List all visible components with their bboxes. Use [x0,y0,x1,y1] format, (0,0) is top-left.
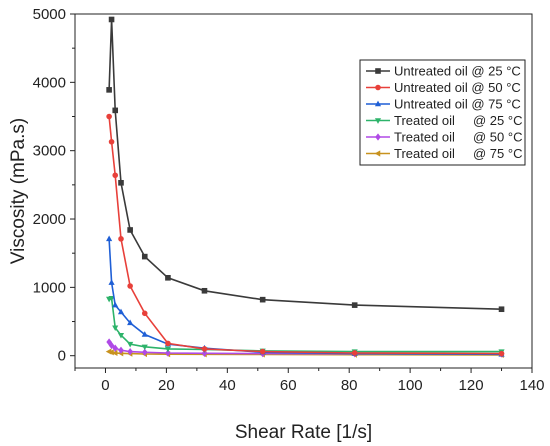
x-tick-label: 120 [459,377,484,394]
data-point [165,340,171,347]
y-tick-label: 1000 [33,279,66,296]
series-line [108,238,502,356]
data-point [108,279,115,285]
legend-label: Treated oil @ 25 °C [394,113,522,128]
x-tick-label: 20 [158,377,175,394]
data-point [374,150,381,157]
data-point [201,287,208,294]
legend-box [359,59,526,166]
legend-label: Untreated oil @ 25 °C [394,64,521,79]
data-point [375,68,381,74]
y-tick-label: 3000 [33,143,66,160]
y-tick-label: 4000 [33,74,66,91]
data-point [127,227,133,233]
plot-frame [74,13,533,369]
x-axis-title: Shear Rate [1/s] [235,422,372,443]
data-point [259,296,266,303]
legend-item: Untreated oil @ 50 °C [366,80,521,95]
data-point [127,341,134,348]
data-point [127,319,134,326]
data-point [375,84,381,91]
series-3 [106,235,505,357]
data-point [112,107,119,114]
data-point [201,349,208,357]
series-layer [105,16,505,358]
data-point [201,346,208,352]
data-point [141,310,148,317]
data-point [108,349,114,356]
data-point [106,87,112,93]
x-tick-label: 140 [519,377,544,394]
y-tick-label: 5000 [33,6,66,23]
legend-label: Untreated oil @ 75 °C [394,97,521,112]
data-point [112,301,119,308]
data-point [498,350,505,357]
data-point [108,296,115,302]
y-tick-label: 2000 [33,211,66,228]
data-point [351,302,358,308]
data-point [141,331,148,337]
data-point [108,16,115,23]
legend-label: Treated oil @ 50 °C [394,130,522,145]
data-point [141,344,148,351]
x-tick-label: 100 [398,377,423,394]
data-point [118,236,124,242]
data-point [165,349,171,357]
legend-label: Treated oil @ 75 °C [394,146,522,161]
data-point [165,274,171,281]
x-tick-label: 60 [280,377,297,394]
data-point [118,179,124,186]
data-point [106,235,113,242]
data-point [375,133,381,141]
legend-item: Untreated oil @ 75 °C [366,97,521,112]
legend-item: Treated oil @ 50 °C [366,130,522,145]
data-point [259,348,266,355]
data-point [127,283,133,289]
data-point [118,346,124,354]
axes: 0 20 40 60 80 100 120 140 0 1000 2000 3000 4000 5000 [33,6,545,394]
data-point [108,138,115,145]
data-point [498,306,505,313]
legend-item: Untreated oil @ 25 °C [366,64,521,79]
data-point [112,172,119,179]
series-1 [106,16,505,313]
data-point [141,253,148,260]
data-point [112,344,119,352]
x-tick-label: 40 [219,377,236,394]
legend-label: Untreated oil @ 50 °C [394,80,521,95]
data-point [117,332,125,339]
data-point [117,308,125,315]
x-tick-label: 0 [101,377,109,394]
data-point [141,348,148,356]
data-point [374,100,382,107]
data-point [374,118,382,124]
legend-item: Treated oil @ 75 °C [366,146,522,161]
data-point [112,325,119,332]
data-point [108,341,115,350]
data-point [111,349,118,357]
y-axis-title: Viscosity (mPa.s) [8,118,29,264]
data-point [351,350,358,356]
data-point [127,347,133,356]
series-2 [106,113,505,357]
y-tick-label: 0 [58,348,66,365]
x-tick-label: 80 [341,377,358,394]
data-point [164,346,172,353]
data-point [106,113,112,120]
legend-item: Treated oil @ 25 °C [366,113,522,128]
